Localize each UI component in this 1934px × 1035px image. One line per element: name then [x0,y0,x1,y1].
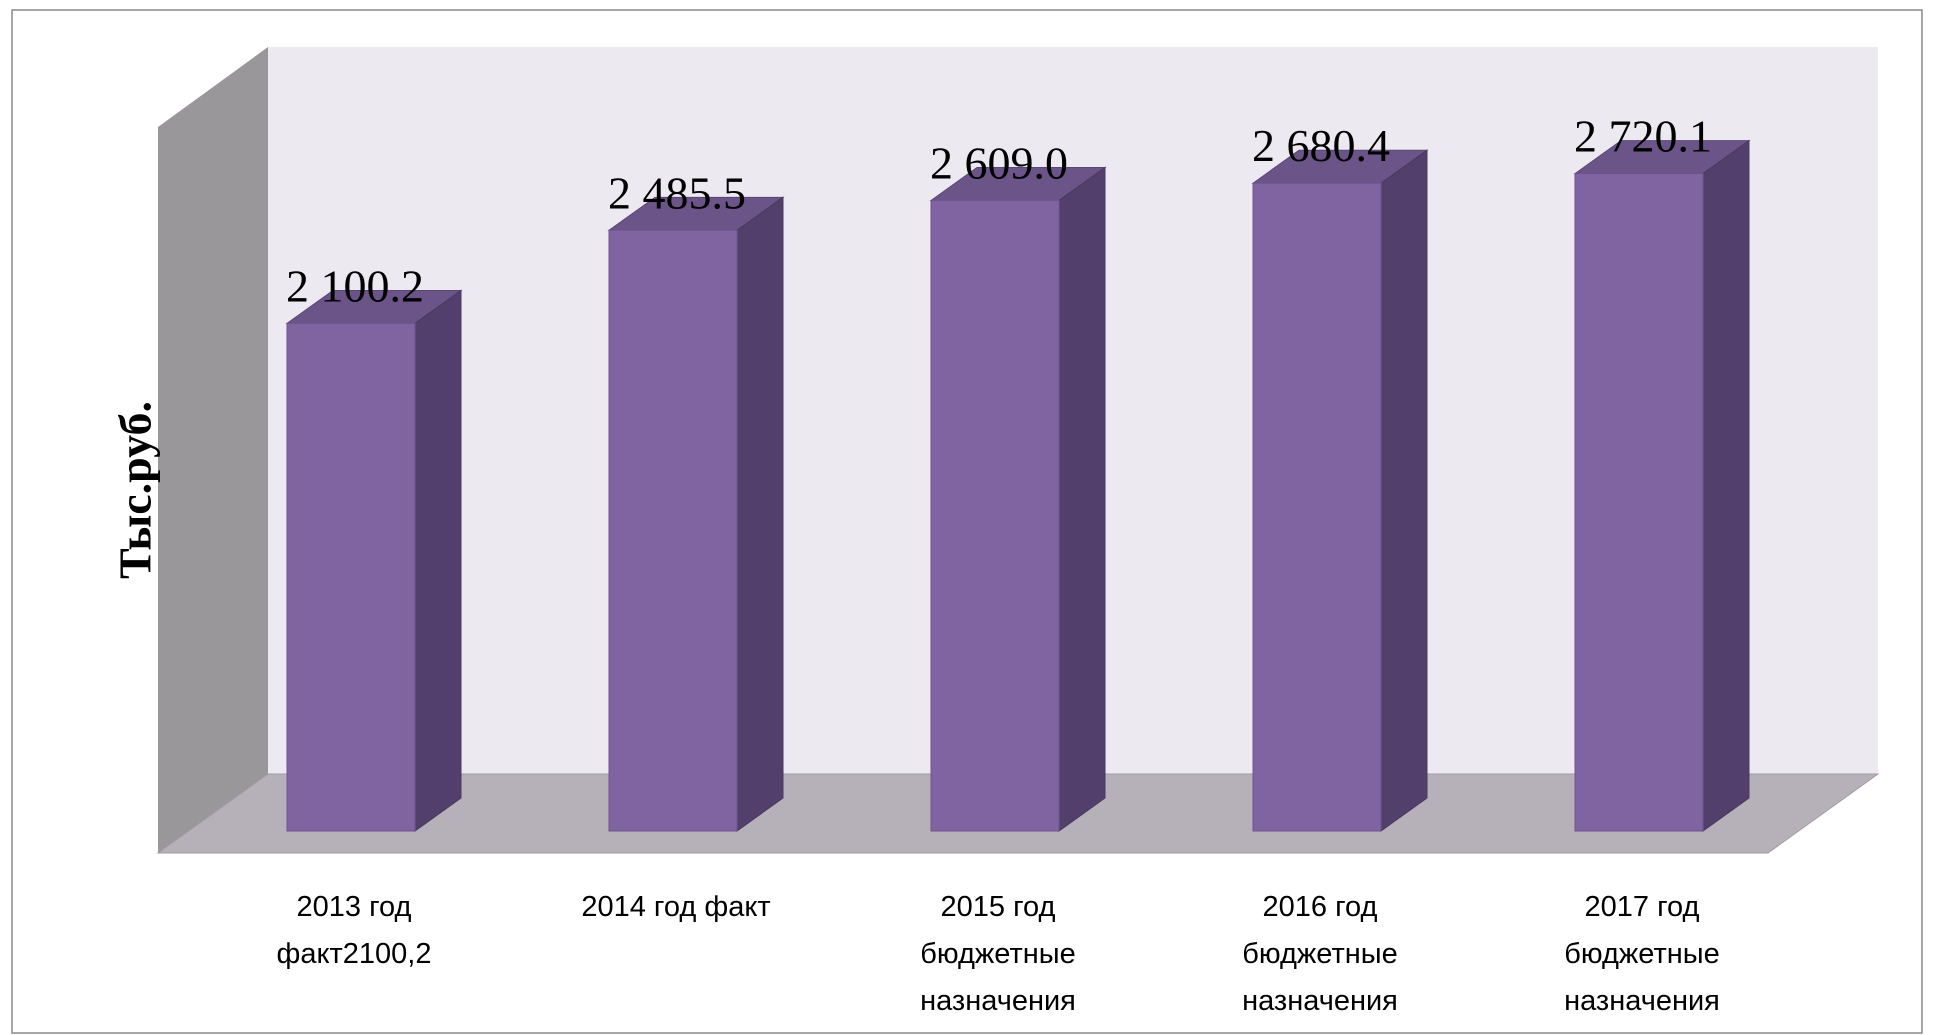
side-wall [158,47,268,853]
x-tick-label: назначения [1564,985,1720,1017]
bar-side [1702,139,1750,832]
y-axis-label: Тыс.руб. [110,401,161,579]
x-tick-label: 2014 год факт [581,891,770,923]
x-tick-label: 2013 год [297,891,412,923]
bar [608,229,738,832]
x-tick-label: назначения [1242,985,1398,1017]
data-label: 2 609.0 [930,137,1068,188]
data-label: 2 680.4 [1252,120,1390,171]
data-label: 2 100.2 [286,260,424,311]
bar-side [414,289,462,832]
x-tick-label: 2017 год [1585,891,1700,923]
x-tick-label: бюджетные [920,938,1075,970]
bar [1252,182,1382,832]
data-label: 2 720.1 [1574,111,1712,162]
bar [930,199,1060,832]
bar-side [1380,149,1428,832]
x-tick-label: 2016 год [1263,891,1378,923]
x-tick-label: 2015 год [941,891,1056,923]
bar [1574,173,1704,832]
bar-side [1058,166,1106,832]
x-tick-label: назначения [920,985,1076,1017]
bar-side [736,196,784,832]
bar [286,322,416,832]
x-tick-label: факт2100,2 [277,938,432,970]
x-tick-label: бюджетные [1564,938,1719,970]
x-tick-label: бюджетные [1242,938,1397,970]
data-label: 2 485.5 [608,167,746,218]
